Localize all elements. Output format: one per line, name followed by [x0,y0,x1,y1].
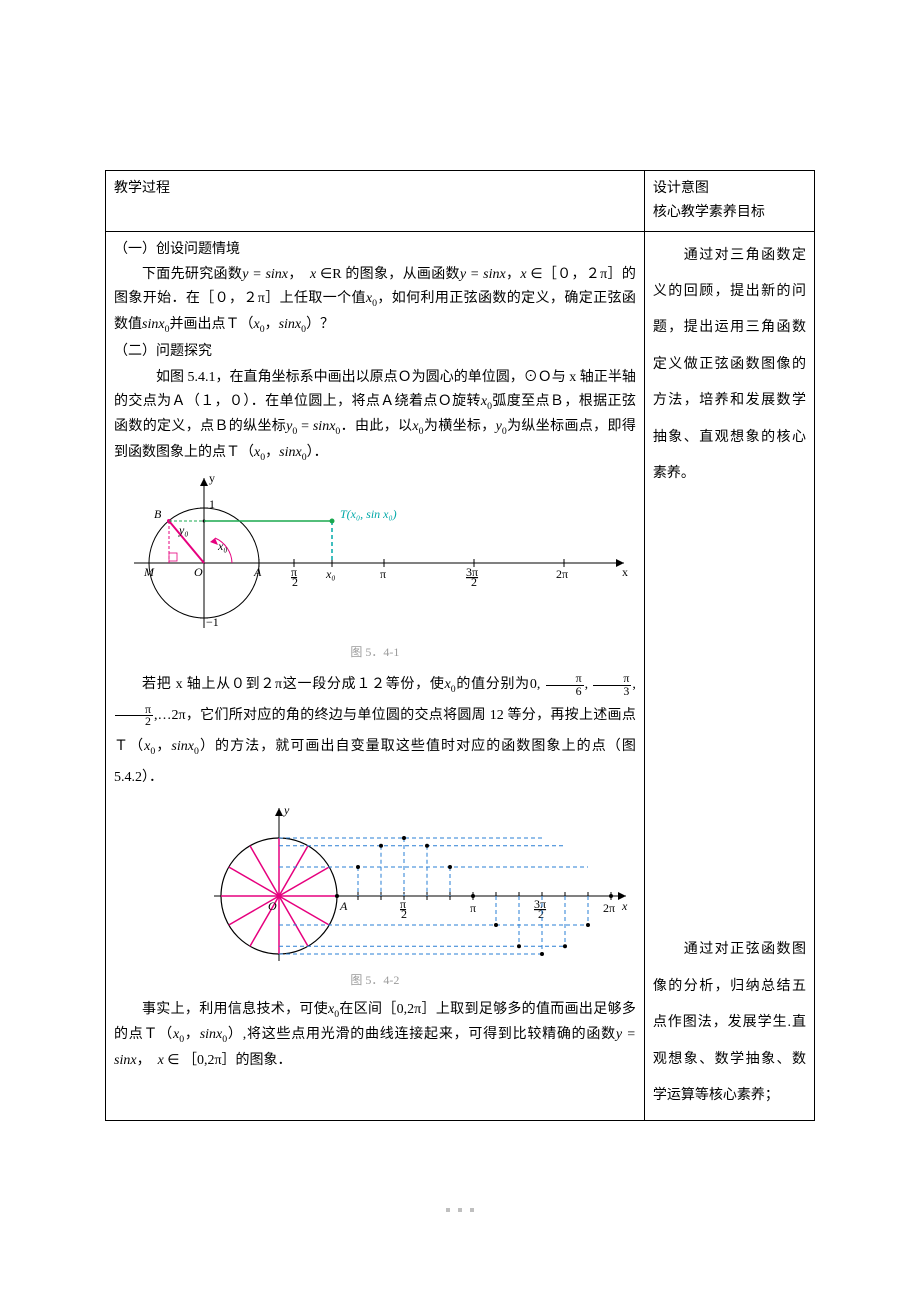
lesson-table: 教学过程 设计意图 核心教学素养目标 （一）创设问题情境 下面先研究函数y = … [105,170,815,1121]
section-2-para1: 如图 5.4.1，在直角坐标系中画出以原点Ｏ为圆心的单位圆，⊙Ｏ与 x 轴正半轴… [114,366,636,466]
axis-x-label: x [622,565,628,579]
label-A: A [253,565,262,579]
tick-neg1: −1 [206,615,219,629]
figure-5-4-1: y x 1 −1 [114,468,636,662]
math-expr: y = sinx [242,267,288,282]
label-O: O [194,565,203,579]
label-B: B [154,507,162,521]
label-x0-arc: x₀ [217,539,228,553]
tick-1: 1 [209,497,215,511]
label-O-2: O [268,899,277,913]
design-intent-cell: 通过对三角函数定义的回顾，提出新的问题，提出运用三角函数定义做正弦函数图像的方法… [644,231,814,1121]
figure-5-4-2-caption: 图 5．4-2 [114,970,636,990]
figure-5-4-1-svg: y x 1 −1 [114,468,634,638]
teaching-process-cell: （一）创设问题情境 下面先研究函数y = sinx， x ∈R 的图象，从画函数… [106,231,645,1121]
section-2-title: （二）问题探究 [114,340,636,364]
header-right-line1: 设计意图 [653,181,709,196]
header-right: 设计意图 核心教学素养目标 [644,171,814,232]
side-note-1: 通过对三角函数定义的回顾，提出新的问题，提出运用三角函数定义做正弦函数图像的方法… [653,238,806,493]
table-body-row: （一）创设问题情境 下面先研究函数y = sinx， x ∈R 的图象，从画函数… [106,231,815,1121]
label-T: T(x₀, sin x₀) [340,507,397,521]
section-1-title: （一）创设问题情境 [114,238,636,262]
tick2-pi2: π2 [400,897,407,921]
tick-pi: π [380,567,386,581]
side-gap [653,492,806,932]
axis-y-label: y [209,471,215,485]
tick-2pi: 2π [556,567,568,581]
label-A-2: A [339,899,348,913]
label-M: M [143,565,155,579]
header-left: 教学过程 [106,171,645,232]
tick2-pi: π [470,901,476,915]
axis-x-label-2: x [621,899,628,913]
tick2-2pi: 2π [603,901,615,915]
footer-dots-icon [446,1208,474,1212]
header-right-line2: 核心教学素养目标 [653,205,765,220]
label-y0: y₀ [178,523,189,537]
tick2-3pi2: 3π2 [534,897,546,921]
section-1-para: 下面先研究函数y = sinx， x ∈R 的图象，从画函数y = sinx，x… [114,263,636,338]
figure-5-4-1-caption: 图 5．4-1 [114,642,636,662]
section-2-para2: 若把 x 轴上从０到２π这一段分成１２等份，使x0的值分别为0, π6, π3,… [114,670,636,793]
tick-x0: x₀ [325,567,336,581]
figure-5-4-2-svg: y x [214,796,634,966]
tick-pi2: π2 [291,565,298,589]
document-page: 教学过程 设计意图 核心教学素养目标 （一）创设问题情境 下面先研究函数y = … [0,0,920,1302]
side-note-2: 通过对正弦函数图像的分析，归纳总结五点作图法，发展学生.直观想象、数学抽象、数学… [653,932,806,1114]
axis-y-label-2: y [283,803,290,817]
section-2-para3: 事实上，利用信息技术，可使x0在区间［0,2π］上取到足够多的值而画出足够多的点… [114,998,636,1073]
table-header-row: 教学过程 设计意图 核心教学素养目标 [106,171,815,232]
tick-3pi2: 3π2 [466,565,478,589]
figure-5-4-2: y x [114,796,636,990]
